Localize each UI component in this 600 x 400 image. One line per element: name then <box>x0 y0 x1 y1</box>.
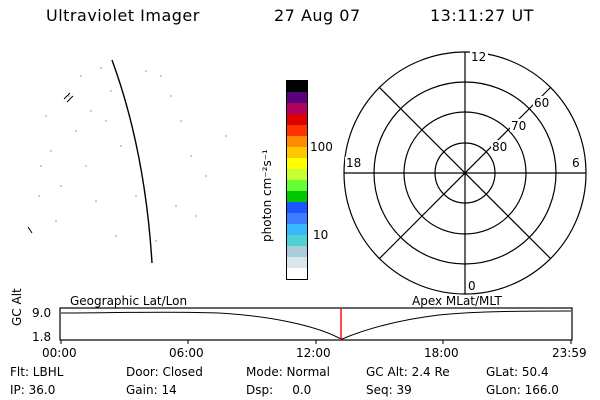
observation-time: 13:11:27 UT <box>430 6 534 25</box>
x-tick-0600: 06:00 <box>169 346 204 360</box>
colorbar-segment <box>287 147 307 158</box>
ip-status: IP: 36.0 <box>10 383 56 397</box>
colorbar-segment <box>287 136 307 147</box>
colorbar-segment <box>287 224 307 235</box>
observation-date: 27 Aug 07 <box>274 6 361 25</box>
colorbar-segment <box>287 103 307 114</box>
colorbar-segment <box>287 81 307 92</box>
label-bg <box>533 96 551 109</box>
colorbar <box>286 80 308 280</box>
glon-status: GLon: 166.0 <box>486 383 559 397</box>
image-tick-mark <box>63 92 71 100</box>
gain-status: Gain: 14 <box>126 383 177 397</box>
mlt-label-12: 12 <box>471 50 486 64</box>
lat-label-60: 60 <box>534 96 549 110</box>
x-tick-1800: 18:00 <box>424 346 459 360</box>
x-tick-0000: 00:00 <box>42 346 77 360</box>
auroral-image-panel <box>27 59 227 264</box>
colorbar-segment <box>287 169 307 180</box>
label-bg <box>470 51 488 63</box>
y-tick-top: 9.0 <box>32 306 52 320</box>
orbit-altitude-plot <box>59 307 573 344</box>
label-bg <box>345 157 365 169</box>
glat-status: GLat: 50.4 <box>486 365 549 379</box>
image-tick-mark <box>66 95 74 103</box>
mlt-label-0: 0 <box>468 279 476 293</box>
geographic-label: Geographic Lat/Lon <box>70 294 188 308</box>
colorbar-segment <box>287 180 307 191</box>
instrument-title: Ultraviolet Imager <box>46 6 200 25</box>
colorbar-unit-label: photon cm⁻²s⁻¹ <box>260 149 274 242</box>
lat-label-80: 80 <box>492 140 507 154</box>
colorbar-segment <box>287 202 307 213</box>
colorbar-tick-100: 100 <box>310 140 333 154</box>
timeline-y-axis-label: GC Alt <box>10 288 24 326</box>
label-bg <box>570 157 582 169</box>
dsp-status: Dsp: 0.0 <box>246 383 312 397</box>
door-status: Door: Closed <box>126 365 203 379</box>
mlt-label-6: 6 <box>572 156 580 170</box>
colorbar-segment <box>287 268 307 279</box>
polar-grid: 12 18 6 0 60 70 80 <box>343 50 587 295</box>
mlt-label-18: 18 <box>346 156 361 170</box>
colorbar-segment <box>287 125 307 136</box>
label-bg <box>491 140 509 153</box>
label-bg <box>510 119 528 132</box>
x-tick-1200: 12:00 <box>296 346 331 360</box>
colorbar-segment <box>287 235 307 246</box>
apex-label: Apex MLat/MLT <box>412 294 502 308</box>
mode-status: Mode: Normal <box>246 365 330 379</box>
colorbar-tick-10: 10 <box>313 228 329 242</box>
colorbar-segment <box>287 246 307 257</box>
y-tick-bottom: 1.8 <box>32 330 52 344</box>
colorbar-segment <box>287 92 307 103</box>
gc-altitude-status: GC Alt: 2.4 Re <box>366 365 450 379</box>
sequence-status: Seq: 39 <box>366 383 412 397</box>
colorbar-segment <box>287 158 307 169</box>
image-tick-mark <box>27 226 33 234</box>
colorbar-segment <box>287 213 307 224</box>
colorbar-segment <box>287 191 307 202</box>
lat-label-70: 70 <box>511 119 526 133</box>
altitude-curve <box>60 310 572 340</box>
polar-diagonal <box>378 86 552 260</box>
colorbar-segment <box>287 114 307 125</box>
faint-emission-speckles <box>38 67 227 242</box>
colorbar-segment <box>287 257 307 268</box>
x-tick-2359: 23:59 <box>552 346 587 360</box>
terminator-curve <box>111 59 153 264</box>
filter-status: Flt: LBHL <box>10 365 64 379</box>
